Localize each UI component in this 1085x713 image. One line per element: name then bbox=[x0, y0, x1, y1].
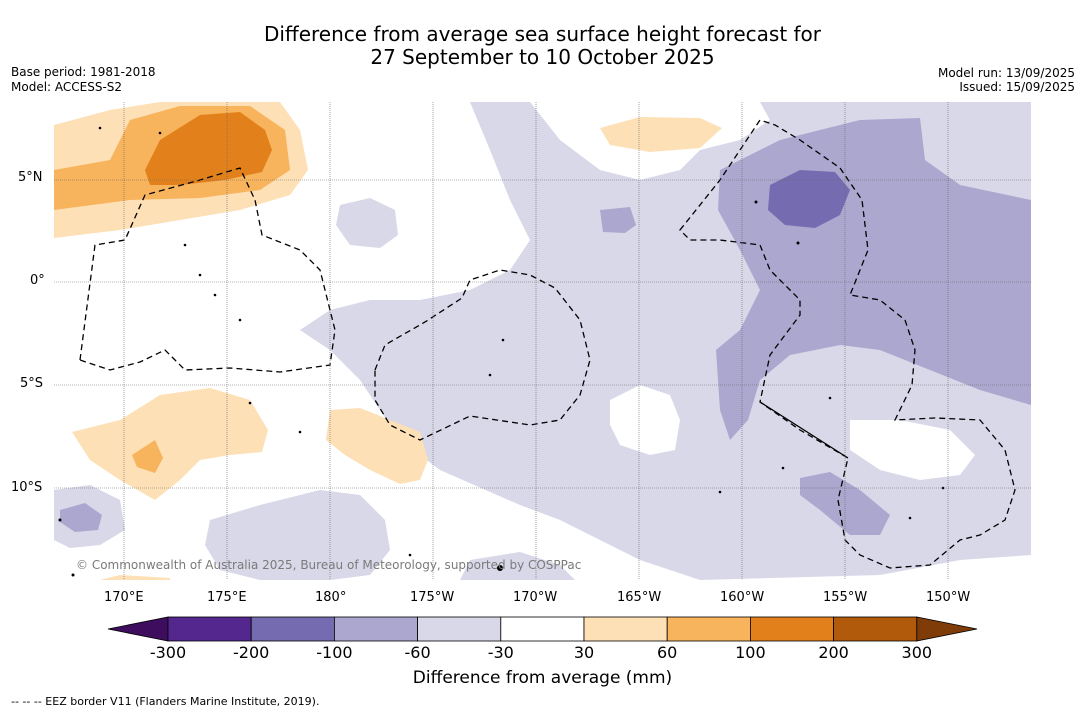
lon-label-170w: 170°W bbox=[513, 590, 558, 605]
colorbar-segment bbox=[583, 616, 668, 642]
lat-label-0: 0° bbox=[30, 273, 45, 288]
graticule bbox=[54, 102, 1031, 580]
colorbar-tick-label: -300 bbox=[149, 643, 187, 662]
map-title-line1: Difference from average sea surface heig… bbox=[263, 22, 822, 46]
colorbar-tick-label: 200 bbox=[818, 643, 849, 662]
colorbar-segment bbox=[417, 616, 502, 642]
colorbar-tick-label: -200 bbox=[233, 643, 270, 662]
eez-legend-note: -- -- -- EEZ border V11 (Flanders Marine… bbox=[11, 695, 320, 708]
colorbar-tick-label: 60 bbox=[657, 643, 678, 662]
colorbar-tick-label: 100 bbox=[735, 643, 766, 662]
lat-label-10s: 10°S bbox=[11, 480, 43, 495]
colorbar-tick-label: -60 bbox=[404, 643, 431, 662]
base-period-text: Base period: 1981-2018 bbox=[11, 65, 156, 79]
lon-label-180: 180° bbox=[315, 590, 347, 605]
lon-label-150w: 150°W bbox=[926, 590, 971, 605]
lon-label-160w: 160°W bbox=[720, 590, 765, 605]
lon-label-170e: 170°E bbox=[104, 590, 144, 605]
copyright-text: © Commonwealth of Australia 2025, Bureau… bbox=[76, 558, 582, 572]
issued-text: Issued: 15/09/2025 bbox=[959, 80, 1075, 94]
eez-borders bbox=[79, 119, 1016, 569]
colorbar-segment bbox=[666, 616, 751, 642]
colorbar-segment bbox=[500, 616, 585, 642]
colorbar bbox=[107, 616, 978, 642]
model-run-text: Model run: 13/09/2025 bbox=[937, 66, 1075, 80]
anomaly-region-dark-purple bbox=[768, 170, 850, 228]
colorbar-tick-label: 30 bbox=[573, 643, 595, 662]
map-title-line2: 27 September to 10 October 2025 bbox=[370, 45, 715, 69]
lat-label-5n: 5°N bbox=[18, 170, 43, 185]
colorbar-tick-label: -100 bbox=[316, 643, 353, 662]
colorbar-under-arrow bbox=[107, 616, 169, 642]
islands bbox=[58, 126, 945, 577]
map-field bbox=[54, 102, 1031, 580]
lon-label-175w: 175°W bbox=[410, 590, 455, 605]
colorbar-segment bbox=[333, 616, 418, 642]
colorbar-segment bbox=[250, 616, 335, 642]
model-text: Model: ACCESS-S2 bbox=[11, 80, 123, 94]
colorbar-segment bbox=[167, 616, 252, 642]
lon-label-155w: 155°W bbox=[823, 590, 868, 605]
colorbar-tick-label: 300 bbox=[901, 643, 933, 662]
lat-label-5s: 5°S bbox=[20, 376, 44, 391]
colorbar-tick-label: -30 bbox=[487, 643, 514, 662]
lon-label-165w: 165°W bbox=[617, 590, 662, 605]
colorbar-over-arrow bbox=[916, 616, 978, 642]
colorbar-segment bbox=[750, 616, 835, 642]
colorbar-segment bbox=[833, 616, 918, 642]
colorbar-title: Difference from average (mm) bbox=[412, 668, 673, 688]
anomaly-region-dark-orange bbox=[145, 112, 272, 185]
lon-label-175e: 175°E bbox=[207, 590, 247, 605]
